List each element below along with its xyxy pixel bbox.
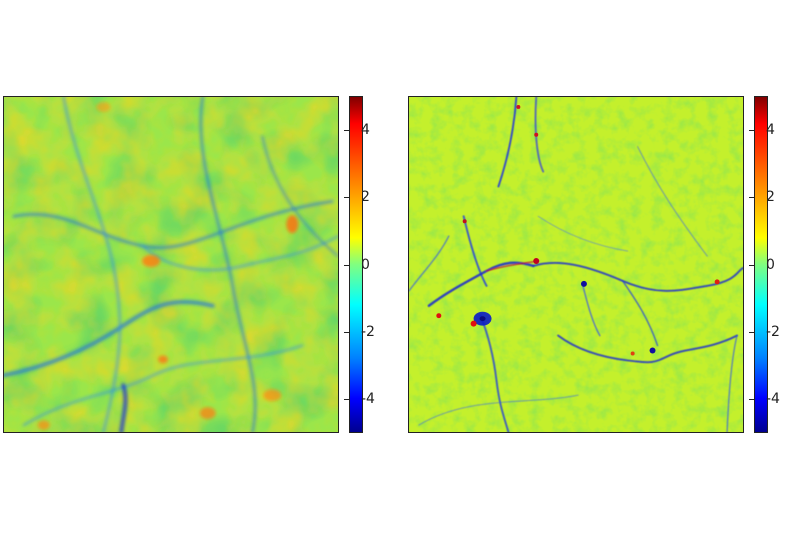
tick-mark [344,265,349,266]
right-field-svg [409,97,743,432]
right-field-image [408,96,744,433]
left-field-image [3,96,339,433]
tick-label: 0 [766,257,775,273]
left-field-svg [4,97,338,432]
tick-mark [749,130,754,131]
tick-label: 2 [361,189,370,205]
tick-label: 2 [766,189,775,205]
tick-mark [749,399,754,400]
tick-label: -2 [361,324,375,340]
tick-label: 0 [361,257,370,273]
tick-mark [344,130,349,131]
tick-mark [749,265,754,266]
tick-mark [749,197,754,198]
left-filaments [4,97,338,432]
tick-mark [749,332,754,333]
tick-label: 4 [766,122,775,138]
tick-mark [344,197,349,198]
left-hotspots [37,101,299,431]
tick-mark [344,399,349,400]
tick-label: -4 [361,391,375,407]
tick-mark [344,332,349,333]
right-colorbar [754,96,768,433]
left-colorbar [349,96,363,433]
tick-label: 4 [361,122,370,138]
tick-label: -4 [766,391,780,407]
right-filaments [409,97,743,432]
right-knots [436,104,720,356]
tick-label: -2 [766,324,780,340]
